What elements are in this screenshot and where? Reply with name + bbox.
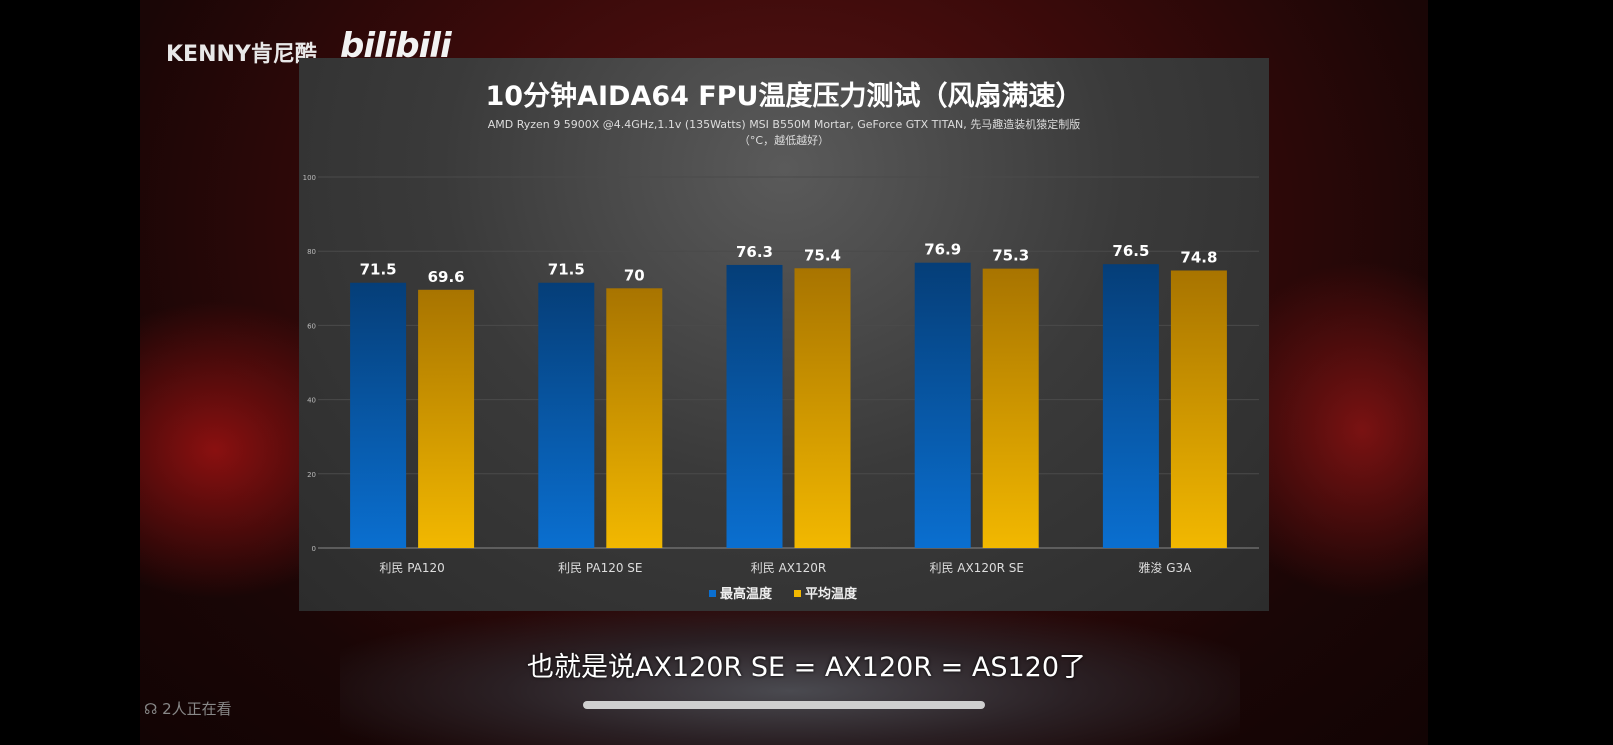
- data-label: 76.9: [924, 241, 961, 259]
- bar: [794, 268, 851, 548]
- chart-title: 10分钟AIDA64 FPU温度压力测试（风扇满速）: [485, 81, 1083, 112]
- y-tick-label: 60: [307, 322, 316, 330]
- legend-label: 平均温度: [805, 586, 858, 602]
- x-tick-label: 利民 PA120 SE: [558, 561, 642, 575]
- x-tick-label: 利民 AX120R: [751, 561, 827, 575]
- legend-swatch: [794, 590, 801, 597]
- data-label: 75.4: [804, 246, 841, 264]
- y-tick-label: 80: [307, 248, 316, 256]
- data-label: 70: [624, 266, 645, 284]
- data-label: 71.5: [360, 261, 397, 279]
- home-indicator[interactable]: [583, 701, 985, 709]
- legend-label: 最高温度: [720, 586, 773, 602]
- chart-subtitle: AMD Ryzen 9 5900X @4.4GHz,1.1v (135Watts…: [487, 118, 1081, 131]
- y-tick-label: 0: [312, 545, 316, 553]
- y-tick-label: 40: [307, 397, 316, 405]
- people-icon: ☊: [144, 700, 158, 718]
- data-label: 76.3: [736, 243, 773, 261]
- x-tick-label: 利民 AX120R SE: [929, 561, 1024, 575]
- bar: [350, 282, 407, 548]
- data-label: 69.6: [428, 268, 465, 286]
- bar: [914, 262, 971, 548]
- bar: [726, 264, 783, 548]
- bar: [418, 289, 475, 548]
- viewer-count: ☊ 2人正在看: [144, 698, 232, 719]
- bar: [982, 268, 1039, 548]
- data-label: 76.5: [1112, 242, 1149, 260]
- x-tick-label: 雅浚 G3A: [1138, 560, 1192, 575]
- data-label: 74.8: [1180, 248, 1217, 266]
- bar: [538, 282, 595, 548]
- viewer-count-text: 2人正在看: [162, 700, 232, 718]
- bar: [1102, 264, 1159, 548]
- x-tick-label: 利民 PA120: [379, 561, 444, 575]
- data-label: 75.3: [992, 247, 1029, 265]
- channel-watermark: KENNY肯尼酷: [166, 42, 317, 67]
- data-label: 71.5: [548, 261, 585, 279]
- bar: [1170, 270, 1227, 548]
- legend-swatch: [709, 590, 716, 597]
- chart-panel: 10分钟AIDA64 FPU温度压力测试（风扇满速） AMD Ryzen 9 5…: [299, 58, 1269, 611]
- bar: [606, 288, 663, 548]
- y-tick-label: 20: [307, 471, 316, 479]
- bar-chart: 0 20 40 60 80 100 71.5 69.6 利民 PA120 71.5 70 利民 PA1…: [303, 174, 1259, 602]
- background-blur: [340, 610, 1240, 745]
- y-tick-label: 100: [303, 174, 316, 182]
- video-subtitle: 也就是说AX120R SE = AX120R = AS120了: [526, 652, 1087, 683]
- chart-unit-note: （°C，越低越好）: [738, 134, 830, 147]
